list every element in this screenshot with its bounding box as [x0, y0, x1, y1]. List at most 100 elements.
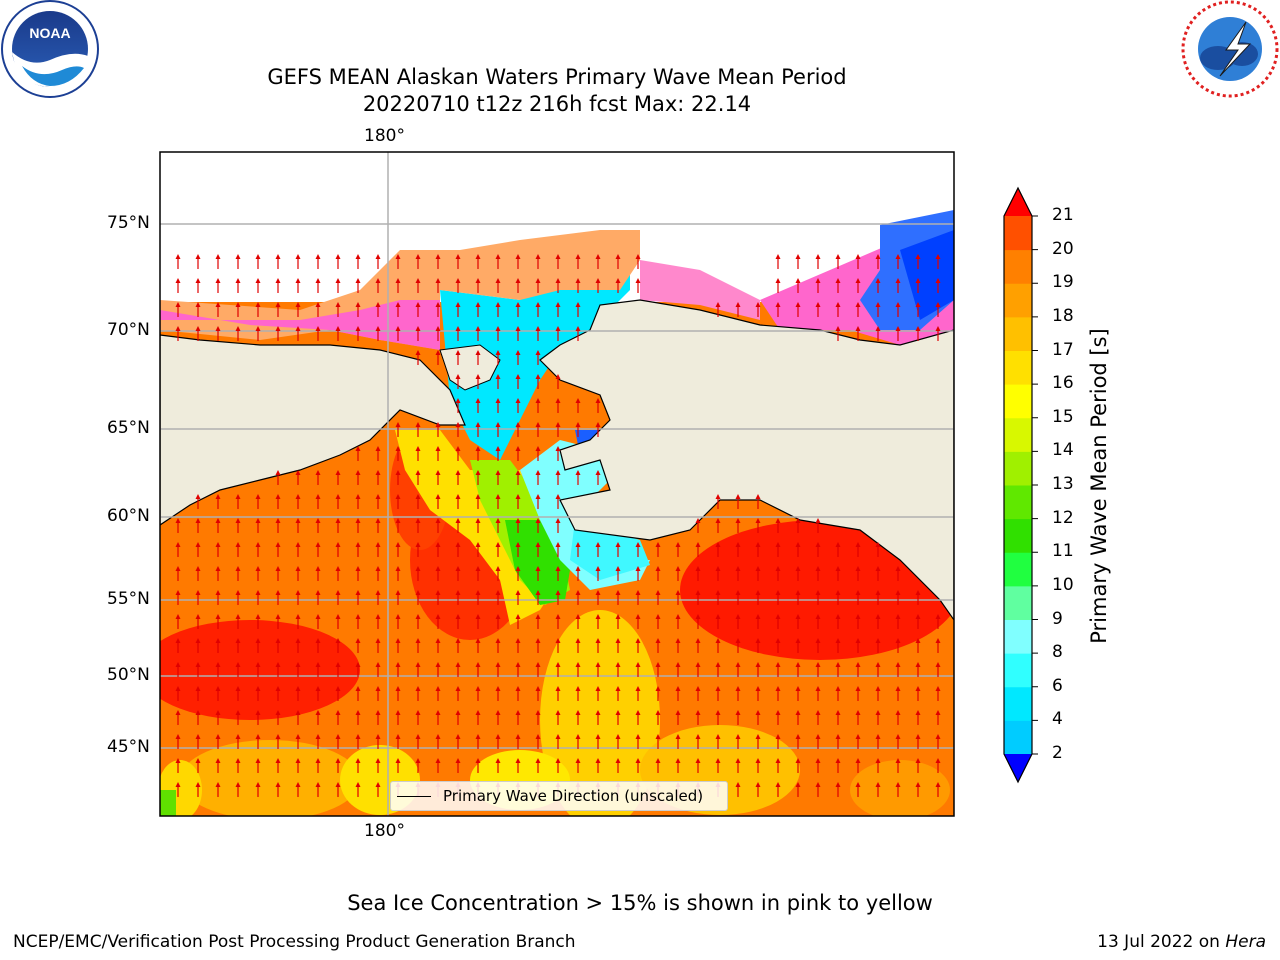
direction-arrow-head: [575, 278, 581, 283]
direction-arrow-head: [755, 662, 761, 667]
colorbar-segment: [1004, 316, 1032, 351]
direction-arrow-head: [335, 566, 341, 571]
direction-arrow-head: [415, 590, 421, 595]
direction-arrow-head: [455, 566, 461, 571]
direction-arrow-head: [475, 446, 481, 451]
direction-arrow-head: [395, 758, 401, 763]
direction-arrow-head: [455, 710, 461, 715]
direction-arrow-head: [615, 590, 621, 595]
direction-arrow-head: [515, 494, 521, 499]
direction-arrow-head: [935, 710, 941, 715]
direction-arrow-head: [775, 638, 781, 643]
direction-arrow-head: [415, 470, 421, 475]
direction-arrow-head: [535, 686, 541, 691]
direction-arrow-head: [795, 782, 801, 787]
map-legend: Primary Wave Direction (unscaled): [390, 781, 728, 811]
direction-arrow-head: [675, 734, 681, 739]
direction-arrow-head: [335, 278, 341, 283]
direction-arrow-head: [715, 734, 721, 739]
direction-arrow-head: [295, 590, 301, 595]
direction-arrow-head: [515, 662, 521, 667]
direction-arrow-head: [775, 542, 781, 547]
direction-arrow-head: [335, 590, 341, 595]
direction-arrow-head: [375, 494, 381, 499]
direction-arrow-head: [355, 662, 361, 667]
direction-arrow-head: [315, 734, 321, 739]
direction-arrow-head: [915, 638, 921, 643]
direction-arrow-head: [375, 782, 381, 787]
direction-arrow-head: [275, 662, 281, 667]
direction-arrow-head: [215, 566, 221, 571]
direction-arrow-head: [555, 566, 561, 571]
lat-label-55: 55°N: [107, 589, 150, 609]
direction-arrow-head: [315, 566, 321, 571]
direction-arrow-head: [615, 662, 621, 667]
direction-arrow-head: [195, 662, 201, 667]
direction-arrow-head: [455, 662, 461, 667]
direction-arrow-head: [235, 638, 241, 643]
direction-arrow-head: [595, 758, 601, 763]
direction-arrow-head: [815, 566, 821, 571]
direction-arrow-head: [255, 710, 261, 715]
direction-arrow-head: [415, 614, 421, 619]
direction-arrow-head: [795, 542, 801, 547]
direction-arrow-head: [215, 710, 221, 715]
direction-arrow-head: [475, 566, 481, 571]
direction-arrow-head: [195, 542, 201, 547]
direction-arrow-head: [795, 590, 801, 595]
direction-arrow-head: [775, 686, 781, 691]
direction-arrow-head: [215, 518, 221, 523]
direction-arrow-head: [935, 278, 941, 283]
direction-arrow-head: [235, 590, 241, 595]
direction-arrow-head: [575, 734, 581, 739]
direction-arrow-head: [815, 710, 821, 715]
direction-arrow-head: [395, 422, 401, 427]
direction-arrow-head: [675, 686, 681, 691]
direction-arrow-head: [935, 326, 941, 331]
direction-arrow-head: [275, 254, 281, 259]
lon-label-bottom: 180°: [364, 821, 405, 841]
direction-arrow-head: [515, 542, 521, 547]
direction-arrow-head: [475, 398, 481, 403]
direction-arrow-head: [495, 350, 501, 355]
direction-arrow-head: [275, 302, 281, 307]
colorbar-tick-label: 8: [1052, 642, 1063, 663]
direction-arrow-head: [875, 662, 881, 667]
direction-arrow-head: [415, 566, 421, 571]
direction-arrow-head: [875, 782, 881, 787]
direction-arrow-head: [475, 278, 481, 283]
direction-arrow-head: [895, 638, 901, 643]
direction-arrow-head: [195, 758, 201, 763]
direction-arrow-head: [855, 782, 861, 787]
direction-arrow-head: [375, 734, 381, 739]
direction-arrow-head: [415, 638, 421, 643]
direction-arrow-head: [215, 278, 221, 283]
direction-arrow-head: [615, 758, 621, 763]
direction-arrow-head: [835, 710, 841, 715]
direction-arrow-head: [515, 302, 521, 307]
direction-arrow-head: [335, 638, 341, 643]
direction-arrow-head: [815, 590, 821, 595]
direction-arrow-head: [815, 614, 821, 619]
direction-arrow-head: [895, 782, 901, 787]
direction-arrow-head: [515, 590, 521, 595]
direction-arrow-head: [735, 542, 741, 547]
direction-arrow-head: [455, 638, 461, 643]
direction-arrow-head: [615, 734, 621, 739]
direction-arrow-head: [455, 686, 461, 691]
direction-arrow-head: [435, 422, 441, 427]
direction-arrow-head: [435, 542, 441, 547]
direction-arrow-head: [815, 758, 821, 763]
direction-arrow-head: [515, 758, 521, 763]
direction-arrow-head: [355, 566, 361, 571]
direction-arrow-head: [835, 734, 841, 739]
direction-arrow-head: [395, 446, 401, 451]
direction-arrow-head: [835, 590, 841, 595]
direction-arrow-head: [175, 590, 181, 595]
colorbar-extend-min: [1004, 754, 1032, 782]
direction-arrow-head: [495, 638, 501, 643]
direction-arrow-head: [835, 302, 841, 307]
colorbar-segment: [1004, 249, 1032, 284]
direction-arrow-head: [915, 302, 921, 307]
direction-arrow-head: [175, 614, 181, 619]
